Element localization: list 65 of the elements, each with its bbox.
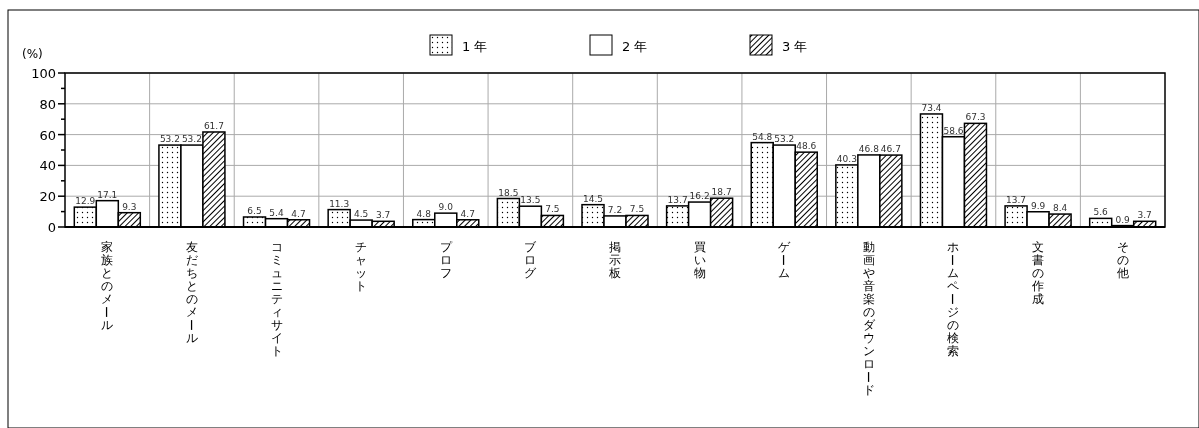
data-label: 13.5 xyxy=(520,195,541,206)
y-tick-label: 100 xyxy=(31,66,56,81)
y-tick-label: 80 xyxy=(39,96,56,112)
y-tick-label: 20 xyxy=(39,189,56,205)
data-label: 13.7 xyxy=(1006,194,1027,205)
x-tick-label: 買い物 xyxy=(693,240,706,280)
x-tick-label: その他 xyxy=(1116,240,1129,280)
data-label: 67.3 xyxy=(965,112,986,123)
y-tick-label: 60 xyxy=(39,127,56,143)
x-tick-label: ブログ xyxy=(524,240,538,280)
data-label: 58.6 xyxy=(943,125,964,136)
data-label: 5.4 xyxy=(269,207,284,218)
x-tick-label: 友だちとのメール xyxy=(183,240,198,345)
data-label: 40.3 xyxy=(836,153,857,164)
data-label: 7.2 xyxy=(607,204,623,215)
data-label: 18.5 xyxy=(498,187,519,198)
data-label: 54.8 xyxy=(752,131,773,142)
legend-label: 2 年 xyxy=(622,39,648,54)
y-axis-title: (%) xyxy=(22,47,43,61)
legend-item: 1 年 xyxy=(429,34,488,56)
data-label: 53.2 xyxy=(181,134,202,145)
data-label: 17.1 xyxy=(97,189,118,200)
y-tick-label: 0 xyxy=(47,220,56,235)
data-label: 9.0 xyxy=(438,202,454,213)
data-label: 46.7 xyxy=(880,144,901,155)
data-label: 16.2 xyxy=(689,191,710,202)
data-label: 14.5 xyxy=(582,193,604,204)
y-tick-label: 40 xyxy=(39,158,56,174)
data-label: 3.7 xyxy=(1137,210,1152,221)
x-tick-label: チャット xyxy=(355,240,368,293)
data-label: 4.5 xyxy=(353,209,369,220)
data-label: 13.7 xyxy=(667,194,688,205)
data-label: 4.7 xyxy=(460,208,475,219)
data-label: 12.9 xyxy=(75,196,96,207)
data-label: 4.7 xyxy=(291,208,306,219)
x-tick-label: 掲示板 xyxy=(608,240,621,280)
data-label: 0.9 xyxy=(1115,214,1131,225)
legend-label: 1 年 xyxy=(462,39,488,54)
data-label: 53.2 xyxy=(159,134,180,145)
data-label: 3.7 xyxy=(375,210,391,221)
data-label: 61.7 xyxy=(203,120,224,131)
legend-label: 3 年 xyxy=(782,39,808,54)
category-label: ホームページの検索 xyxy=(945,240,960,358)
x-tick-label: 家族とのメール xyxy=(99,240,114,332)
data-label: 8.4 xyxy=(1052,203,1068,214)
data-label: 9.3 xyxy=(122,201,137,212)
data-label: 7.5 xyxy=(545,204,560,215)
data-label: 9.9 xyxy=(1030,200,1046,211)
legend-item: 2 年 xyxy=(589,34,648,56)
data-label: 53.2 xyxy=(774,134,795,145)
data-label: 4.8 xyxy=(416,208,432,219)
data-label: 73.4 xyxy=(921,102,942,113)
category-label: 動画や音楽のダウンロード xyxy=(860,240,875,397)
data-label: 6.5 xyxy=(247,205,262,216)
data-label: 11.3 xyxy=(329,198,350,209)
data-label: 7.5 xyxy=(629,204,645,215)
x-tick-label: プロフ xyxy=(439,240,453,280)
x-tick-label: 文書の作成 xyxy=(1031,240,1045,306)
data-label: 18.7 xyxy=(711,187,732,198)
category-label: コミュニティサイト xyxy=(270,240,283,358)
data-label: 46.8 xyxy=(858,143,880,154)
data-label: 48.6 xyxy=(796,141,817,152)
data-label: 5.6 xyxy=(1093,207,1109,218)
legend-item: 3 年 xyxy=(749,34,808,56)
x-tick-label: ゲーム xyxy=(776,240,792,280)
